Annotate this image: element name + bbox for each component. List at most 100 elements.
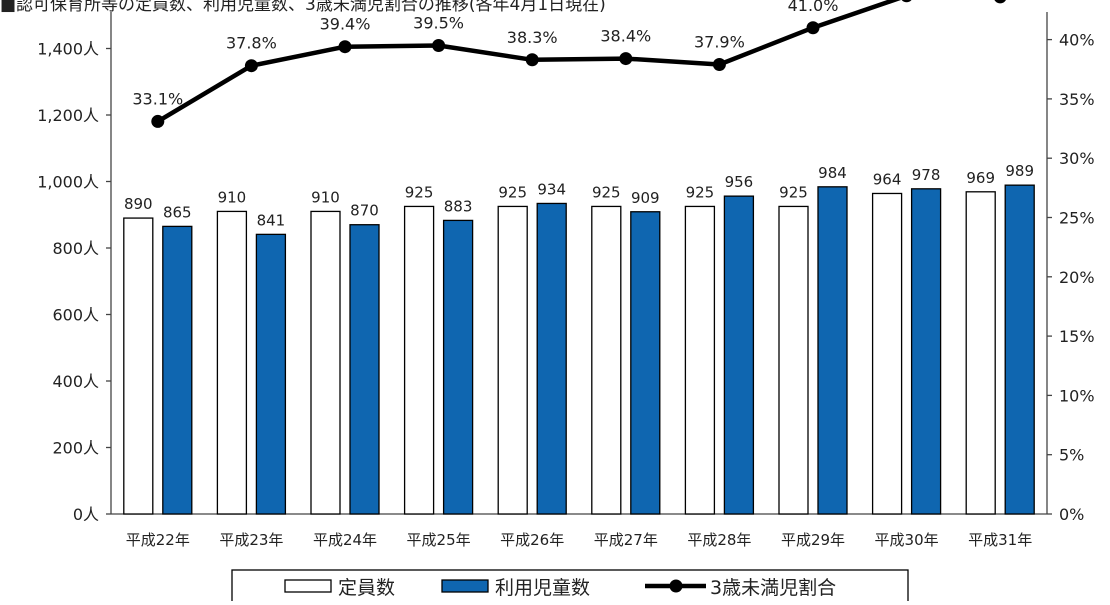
left-axis-tick-label: 1,000人 bbox=[37, 173, 99, 192]
capacity-bar bbox=[591, 205, 622, 515]
left-axis-tick-label: 0人 bbox=[73, 505, 99, 524]
capacity-bar bbox=[778, 205, 809, 515]
left-axis-tick-label: 800人 bbox=[52, 239, 99, 258]
enrollment-bar-label: 883 bbox=[444, 197, 473, 215]
x-axis-tick-label: 平成31年 bbox=[968, 531, 1032, 549]
x-axis-tick-label: 平成30年 bbox=[875, 531, 939, 549]
ratio-label: 37.8% bbox=[226, 34, 277, 53]
capacity-bar bbox=[871, 192, 903, 515]
capacity-bar-label: 964 bbox=[873, 170, 902, 188]
enrollment-bar-label: 956 bbox=[725, 173, 754, 191]
enrollment-bar bbox=[910, 188, 942, 515]
x-axis-tick-label: 平成27年 bbox=[594, 531, 658, 549]
ratio-point bbox=[712, 58, 726, 72]
capacity-bar-label: 925 bbox=[686, 183, 715, 201]
right-axis-tick-label: 15% bbox=[1059, 327, 1095, 346]
enrollment-bar bbox=[255, 233, 287, 515]
left-axis-tick-label: 1,400人 bbox=[37, 40, 99, 59]
x-axis-tick-label: 平成23年 bbox=[219, 531, 283, 549]
enrollment-bar bbox=[723, 195, 755, 515]
left-axis-tick-label: 400人 bbox=[52, 372, 99, 391]
right-axis-tick-label: 30% bbox=[1059, 149, 1095, 168]
ratio-line bbox=[151, 0, 1006, 128]
chart-title: ■認可保育所等の定員数、利用児童数、3歳未満児割合の推移(各年4月1日現在) bbox=[0, 0, 606, 15]
legend-swatch-capacity bbox=[284, 579, 332, 593]
enrollment-bar bbox=[1004, 184, 1035, 515]
enrollment-bar bbox=[442, 219, 474, 515]
capacity-bar-label: 925 bbox=[405, 183, 434, 201]
enrollment-bar-label: 841 bbox=[257, 211, 286, 229]
ratio-label: 38.3% bbox=[507, 28, 558, 47]
legend-label-ratio: 3歳未満児割合 bbox=[710, 577, 836, 599]
capacity-bar-label: 910 bbox=[218, 188, 247, 206]
enrollment-bar bbox=[162, 225, 193, 515]
capacity-bar bbox=[497, 205, 528, 515]
enrollment-bar bbox=[817, 186, 848, 515]
capacity-bar bbox=[684, 205, 716, 515]
ratio-label: 39.5% bbox=[413, 14, 464, 33]
enrollment-bar bbox=[349, 224, 380, 515]
right-axis-tick-label: 0% bbox=[1059, 505, 1084, 524]
legend-swatch-enrollment bbox=[441, 579, 489, 593]
right-axis-tick-label: 25% bbox=[1059, 209, 1095, 228]
legend: 定員数 利用児童数 3歳未満児割合 bbox=[231, 569, 909, 605]
capacity-bar-label: 925 bbox=[779, 183, 808, 201]
enrollment-bar-label: 934 bbox=[537, 180, 566, 198]
enrollment-bar-label: 865 bbox=[163, 203, 192, 221]
capacity-bar bbox=[310, 210, 341, 515]
enrollment-bar-label: 978 bbox=[912, 166, 941, 184]
enrollment-bar-label: 870 bbox=[350, 202, 379, 220]
ratio-label: 39.4% bbox=[320, 15, 371, 34]
capacity-bar-label: 969 bbox=[966, 169, 995, 187]
ratio-line-path bbox=[156, 0, 901, 124]
right-axis-tick-label: 10% bbox=[1059, 386, 1095, 405]
ratio-point bbox=[994, 0, 1006, 4]
ratio-label: 41.0% bbox=[788, 0, 839, 15]
x-axis-tick-label: 平成28年 bbox=[687, 531, 751, 549]
capacity-bar bbox=[123, 217, 154, 515]
legend-swatch-ratio-marker bbox=[669, 579, 683, 593]
ratio-label: 33.1% bbox=[132, 89, 183, 108]
legend-label-enrollment: 利用児童数 bbox=[495, 577, 590, 599]
ratio-point bbox=[151, 114, 165, 128]
capacity-bar bbox=[965, 191, 996, 515]
capacity-bar bbox=[403, 205, 435, 515]
ratio-label: 38.4% bbox=[600, 27, 651, 46]
enrollment-bar-label: 984 bbox=[818, 164, 847, 182]
capacity-bar-label: 925 bbox=[592, 183, 621, 201]
legend-box bbox=[231, 569, 909, 605]
ratio-point bbox=[525, 53, 539, 67]
right-axis-tick-label: 40% bbox=[1059, 31, 1095, 50]
ratio-point bbox=[244, 59, 258, 73]
left-axis-tick-label: 200人 bbox=[52, 439, 99, 458]
capacity-bar bbox=[216, 210, 248, 515]
ratio-point bbox=[619, 52, 633, 66]
x-axis-tick-label: 平成22年 bbox=[126, 531, 190, 549]
enrollment-bar-label: 989 bbox=[1005, 162, 1034, 180]
x-axis-tick-label: 平成25年 bbox=[407, 531, 471, 549]
x-axis-tick-label: 平成26年 bbox=[500, 531, 564, 549]
capacity-bar-label: 910 bbox=[311, 188, 340, 206]
left-axis-tick-label: 600人 bbox=[52, 306, 99, 325]
enrollment-bar bbox=[630, 211, 661, 515]
ratio-label: 37.9% bbox=[694, 33, 745, 52]
right-axis-tick-label: 35% bbox=[1059, 90, 1095, 109]
legend-label-capacity: 定員数 bbox=[338, 577, 395, 599]
x-axis-tick-label: 平成29年 bbox=[781, 531, 845, 549]
ratio-point bbox=[432, 39, 446, 53]
data-labels: 890 910 910 925 925 925 925 925 964 969 865 841 870 8… bbox=[124, 0, 1034, 229]
bars bbox=[123, 184, 1035, 515]
x-axis-tick-label: 平成24年 bbox=[313, 531, 377, 549]
capacity-bar-label: 890 bbox=[124, 195, 153, 213]
ratio-point bbox=[806, 21, 820, 35]
left-axis-tick-label: 1,200人 bbox=[37, 106, 99, 125]
ratio-point bbox=[901, 0, 912, 3]
enrollment-bar bbox=[536, 202, 567, 515]
capacity-bar-label: 925 bbox=[498, 183, 527, 201]
right-axis-tick-label: 5% bbox=[1059, 446, 1084, 465]
ratio-point bbox=[338, 40, 352, 54]
right-axis-tick-label: 20% bbox=[1059, 268, 1095, 287]
enrollment-bar-label: 909 bbox=[631, 189, 660, 207]
